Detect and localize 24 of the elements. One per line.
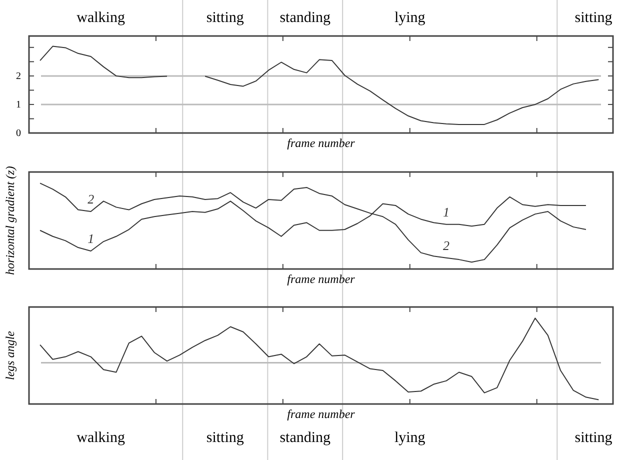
text: sitting [206,10,244,26]
y-tick-label: 2 [16,71,21,82]
text: standing [280,430,332,446]
text: 1 [443,204,450,220]
text: standing [280,10,332,26]
series-label: 1 [88,230,94,246]
text: walking [76,430,126,446]
y-axis-title: legs angle [3,330,17,380]
text: lying [394,10,426,26]
text: sitting [206,430,244,446]
line-series [40,46,168,78]
y-tick-label: 0 [16,128,21,140]
text: walking [76,10,126,26]
text: 2 [443,238,450,253]
text: sitting [574,430,613,446]
y-axis-title: horizontal gradient (z) [3,166,17,275]
line-series [204,59,600,125]
text: lying [394,430,426,446]
y-tick-label: 1 [16,100,21,111]
text: sitting [574,10,613,26]
x-axis-title: frame number [287,136,356,150]
series-label: 2 [88,191,95,206]
x-axis-title: frame number [287,272,356,286]
x-axis-title: frame number [287,407,356,421]
